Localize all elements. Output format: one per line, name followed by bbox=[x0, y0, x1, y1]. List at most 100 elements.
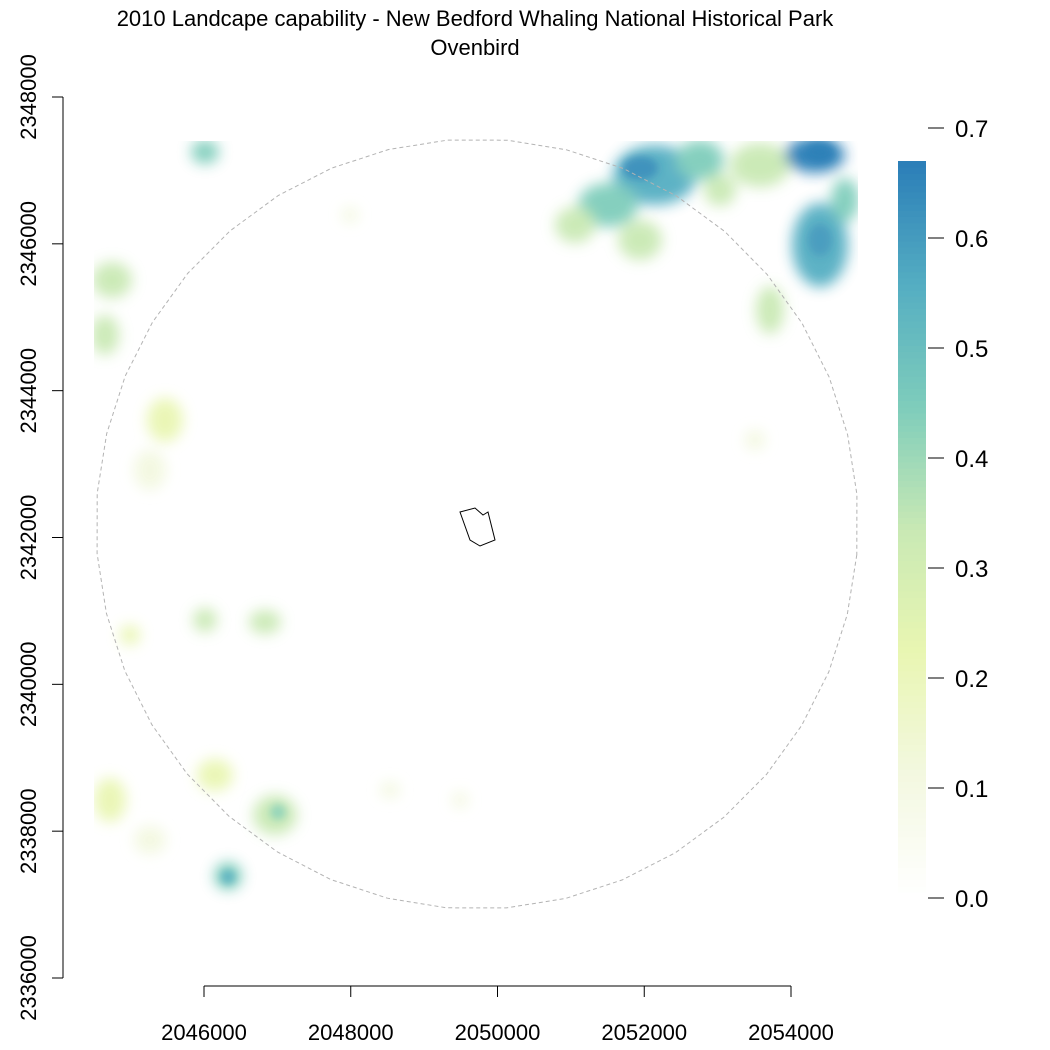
colorbar-segment bbox=[898, 646, 926, 653]
colorbar-tick-label: 0.1 bbox=[955, 776, 988, 803]
colorbar-segment bbox=[898, 320, 926, 328]
y-tick-label: 2340000 bbox=[16, 642, 41, 728]
colorbar-segment bbox=[898, 375, 926, 383]
colorbar-legend: 0.0 0.1 0.2 0.3 0.4 0.5 0.6 0.7 bbox=[898, 116, 988, 913]
colorbar-segment bbox=[898, 590, 926, 598]
colorbar-segment bbox=[898, 179, 926, 187]
colorbar-segment bbox=[898, 504, 926, 512]
y-axis: 2336000 2338000 2340000 2342000 2344000 23460… bbox=[16, 54, 64, 1021]
colorbar-segment bbox=[898, 511, 926, 518]
colorbar-segment bbox=[898, 259, 926, 267]
colorbar-segment bbox=[898, 394, 926, 402]
colorbar-segment bbox=[898, 523, 926, 531]
colorbar-segment bbox=[898, 603, 926, 610]
colorbar-segment bbox=[898, 431, 926, 438]
colorbar-segment bbox=[898, 855, 926, 862]
colorbar-segment bbox=[898, 425, 926, 432]
x-axis: 2046000 2048000 2050000 2052000 2054000 bbox=[161, 985, 834, 1045]
colorbar-tick-label: 0.3 bbox=[955, 556, 988, 583]
colorbar-segment bbox=[898, 351, 926, 359]
colorbar-segment bbox=[898, 861, 926, 868]
colorbar-segment bbox=[898, 891, 926, 899]
colorbar-segment bbox=[898, 216, 926, 224]
x-tick-label: 2048000 bbox=[308, 1020, 394, 1045]
colorbar-segment bbox=[898, 173, 926, 181]
colorbar-segment bbox=[898, 848, 926, 856]
colorbar-segment bbox=[898, 572, 926, 580]
buffer-circle bbox=[96, 139, 858, 909]
y-tick-label: 2338000 bbox=[16, 788, 41, 874]
colorbar-segment bbox=[898, 529, 926, 537]
colorbar-segment bbox=[898, 437, 926, 445]
colorbar-segment bbox=[898, 474, 926, 481]
colorbar-segment bbox=[898, 314, 926, 322]
colorbar-segment bbox=[898, 210, 926, 217]
colorbar-segment bbox=[898, 547, 926, 555]
colorbar-segment bbox=[898, 744, 926, 752]
colorbar-segment bbox=[898, 719, 926, 727]
colorbar-segment bbox=[898, 873, 926, 881]
colorbar-segment bbox=[898, 388, 926, 395]
colorbar-segment bbox=[898, 161, 926, 168]
colorbar-tick-label: 0.4 bbox=[955, 446, 988, 473]
colorbar-segment bbox=[898, 726, 926, 733]
colorbar-segment bbox=[898, 443, 926, 451]
colorbar-segment bbox=[898, 879, 926, 887]
colorbar-segment bbox=[898, 787, 926, 795]
map-subtitle: Ovenbird bbox=[430, 35, 520, 60]
colorbar-segment bbox=[898, 308, 926, 316]
colorbar-segment bbox=[898, 793, 926, 801]
colorbar-segment bbox=[898, 283, 926, 291]
colorbar-segment bbox=[898, 517, 926, 524]
colorbar-segment bbox=[898, 326, 926, 334]
colorbar-segment bbox=[898, 775, 926, 782]
colorbar-segment bbox=[898, 836, 926, 844]
colorbar-segment bbox=[898, 449, 926, 457]
colorbar-segment bbox=[898, 369, 926, 377]
colorbar-segment bbox=[898, 689, 926, 696]
colorbar-segment bbox=[898, 296, 926, 303]
colorbar-segment bbox=[898, 683, 926, 690]
y-tick-label: 2342000 bbox=[16, 495, 41, 581]
colorbar-segment bbox=[898, 498, 926, 506]
colorbar-segment bbox=[898, 265, 926, 273]
colorbar-segment bbox=[898, 867, 926, 875]
colorbar-segment bbox=[898, 633, 926, 641]
colorbar-segment bbox=[898, 756, 926, 764]
colorbar-tick-label: 0.7 bbox=[955, 116, 988, 143]
y-tick-label: 2348000 bbox=[16, 54, 41, 140]
colorbar-segment bbox=[898, 812, 926, 819]
colorbar-segment bbox=[898, 339, 926, 346]
colorbar-segment bbox=[898, 615, 926, 623]
x-tick-label: 2050000 bbox=[455, 1020, 541, 1045]
colorbar-segment bbox=[898, 695, 926, 703]
colorbar-segment bbox=[898, 566, 926, 574]
colorbar-segment bbox=[898, 185, 926, 193]
park-boundary bbox=[459, 507, 496, 547]
y-tick-label: 2336000 bbox=[16, 935, 41, 1021]
colorbar-segment bbox=[898, 799, 926, 807]
map-title: 2010 Landcape capability - New Bedford W… bbox=[116, 6, 834, 31]
colorbar-segment bbox=[898, 584, 926, 592]
colorbar-segment bbox=[898, 541, 926, 549]
colorbar-segment bbox=[898, 332, 926, 340]
colorbar-segment bbox=[898, 664, 926, 672]
colorbar-tick-label: 0.6 bbox=[955, 226, 988, 253]
colorbar-segment bbox=[898, 228, 926, 236]
colorbar-segment bbox=[898, 554, 926, 561]
colorbar-segment bbox=[898, 781, 926, 789]
colorbar-segment bbox=[898, 197, 926, 205]
colorbar-segment bbox=[898, 345, 926, 352]
colorbar-segment bbox=[898, 701, 926, 709]
colorbar-segment bbox=[898, 480, 926, 488]
colorbar-segment bbox=[898, 621, 926, 629]
colorbar-segment bbox=[898, 670, 926, 678]
colorbar-segment bbox=[898, 191, 926, 199]
colorbar-segment bbox=[898, 492, 926, 500]
x-tick-label: 2046000 bbox=[161, 1020, 247, 1045]
colorbar-segment bbox=[898, 560, 926, 567]
colorbar-segment bbox=[898, 412, 926, 420]
colorbar-segment bbox=[898, 535, 926, 543]
colorbar-segment bbox=[898, 769, 926, 776]
colorbar-segment bbox=[898, 271, 926, 279]
